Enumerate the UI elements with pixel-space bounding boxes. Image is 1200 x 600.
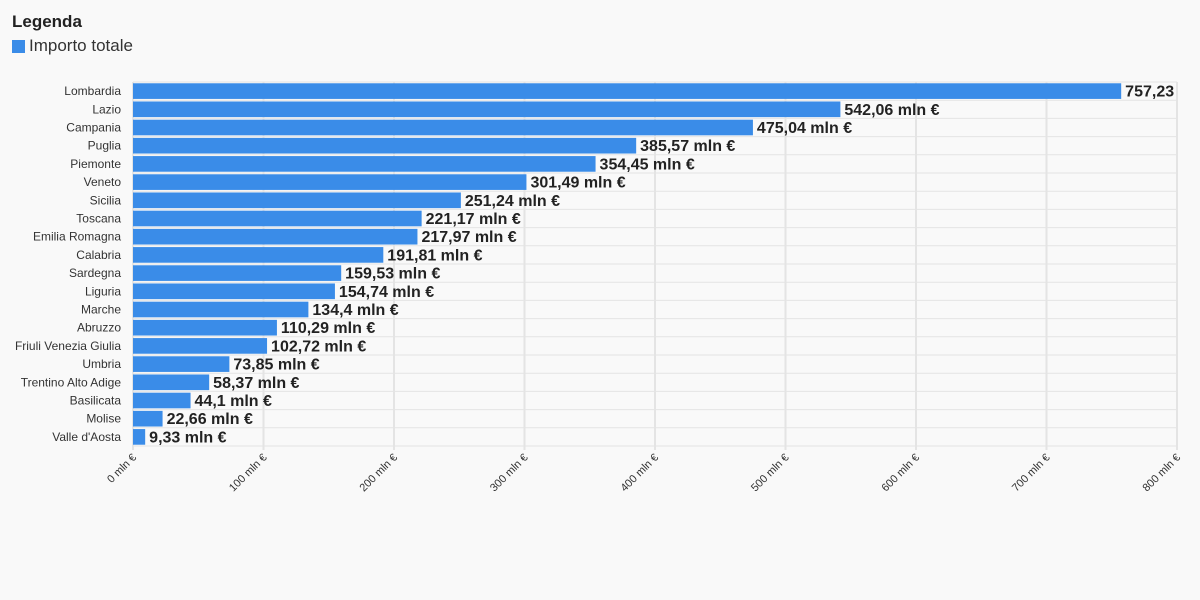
value-label-puglia: 385,57 mln € <box>640 138 735 155</box>
category-label-sicilia: Sicilia <box>90 193 122 207</box>
category-label-liguria: Liguria <box>85 284 121 298</box>
category-label-abruzzo: Abruzzo <box>77 321 121 335</box>
category-label-lazio: Lazio <box>92 102 121 116</box>
bar-campania[interactable] <box>133 119 753 136</box>
bar-calabria[interactable] <box>133 247 384 263</box>
x-tick-label: 0 mln € <box>105 452 139 486</box>
category-label-sardegna: Sardegna <box>69 266 121 280</box>
category-label-marche: Marche <box>81 303 121 317</box>
value-label-friuli-venezia-giulia: 102,72 mln € <box>271 338 366 355</box>
bar-veneto[interactable] <box>133 174 527 190</box>
value-label-sardegna: 159,53 mln € <box>345 266 440 283</box>
category-label-lombardia: Lombardia <box>64 84 121 98</box>
bar-piemonte[interactable] <box>133 156 596 172</box>
bar-lombardia[interactable] <box>133 83 1122 99</box>
value-label-trentino-alto-adige: 58,37 mln € <box>213 375 299 392</box>
legend-item-importo-totale[interactable]: Importo totale <box>12 36 133 56</box>
x-tick-label: 800 mln € <box>1140 452 1183 495</box>
category-label-piemonte: Piemonte <box>70 157 121 171</box>
bar-molise[interactable] <box>133 410 163 427</box>
bar-valle-d-aosta[interactable] <box>133 429 146 445</box>
value-label-toscana: 221,17 mln € <box>426 211 521 228</box>
value-label-lazio: 542,06 mln € <box>844 102 939 119</box>
legend: Legenda Importo totale <box>12 12 133 56</box>
value-label-molise: 22,66 mln € <box>167 411 253 428</box>
value-label-emilia-romagna: 217,97 mln € <box>421 229 516 246</box>
bar-abruzzo[interactable] <box>133 319 277 336</box>
value-label-valle-d-aosta: 9,33 mln € <box>149 429 226 446</box>
bar-puglia[interactable] <box>133 137 637 154</box>
legend-swatch <box>12 39 25 53</box>
bar-friuli-venezia-giulia[interactable] <box>133 338 268 354</box>
x-tick-label: 200 mln € <box>357 452 400 495</box>
bar-sardegna[interactable] <box>133 265 342 281</box>
bar-emilia-romagna[interactable] <box>133 228 418 245</box>
x-tick-label: 500 mln € <box>749 452 792 495</box>
bar-basilicata[interactable] <box>133 392 191 409</box>
category-label-calabria: Calabria <box>76 248 121 262</box>
value-label-piemonte: 354,45 mln € <box>600 156 695 173</box>
category-label-toscana: Toscana <box>76 212 121 226</box>
category-label-umbria: Umbria <box>82 357 121 371</box>
legend-title: Legenda <box>12 12 82 31</box>
bar-toscana[interactable] <box>133 210 422 227</box>
category-label-campania: Campania <box>66 121 121 135</box>
value-label-sicilia: 251,24 mln € <box>465 193 560 210</box>
value-label-marche: 134,4 mln € <box>312 302 398 319</box>
value-label-umbria: 73,85 mln € <box>233 357 319 374</box>
x-tick-label: 700 mln € <box>1010 452 1053 495</box>
x-tick-label: 600 mln € <box>879 452 922 495</box>
category-label-veneto: Veneto <box>84 175 122 189</box>
category-label-friuli-venezia-giulia: Friuli Venezia Giulia <box>15 339 121 353</box>
value-label-basilicata: 44,1 mln € <box>195 393 272 410</box>
legend-label: Importo totale <box>29 36 133 55</box>
category-label-trentino-alto-adige: Trentino Alto Adige <box>21 375 122 389</box>
value-label-lombardia: 757,23 <box>1125 84 1174 101</box>
x-tick-label: 100 mln € <box>227 452 270 495</box>
category-label-valle-d-aosta: Valle d'Aosta <box>52 430 121 444</box>
bar-umbria[interactable] <box>133 356 230 372</box>
bar-marche[interactable] <box>133 301 309 318</box>
value-label-liguria: 154,74 mln € <box>339 284 434 301</box>
x-tick-label: 300 mln € <box>488 452 531 495</box>
x-tick-label: 400 mln € <box>618 452 661 495</box>
value-label-veneto: 301,49 mln € <box>530 175 625 192</box>
category-label-emilia-romagna: Emilia Romagna <box>33 230 121 244</box>
bar-sicilia[interactable] <box>133 192 461 209</box>
category-label-puglia: Puglia <box>88 139 122 153</box>
value-label-calabria: 191,81 mln € <box>387 247 482 264</box>
value-label-campania: 475,04 mln € <box>757 120 852 137</box>
bar-lazio[interactable] <box>133 101 841 118</box>
bar-trentino-alto-adige[interactable] <box>133 374 210 391</box>
bar-liguria[interactable] <box>133 283 335 300</box>
category-label-molise: Molise <box>86 412 121 426</box>
category-label-basilicata: Basilicata <box>70 394 122 408</box>
value-label-abruzzo: 110,29 mln € <box>281 320 375 337</box>
